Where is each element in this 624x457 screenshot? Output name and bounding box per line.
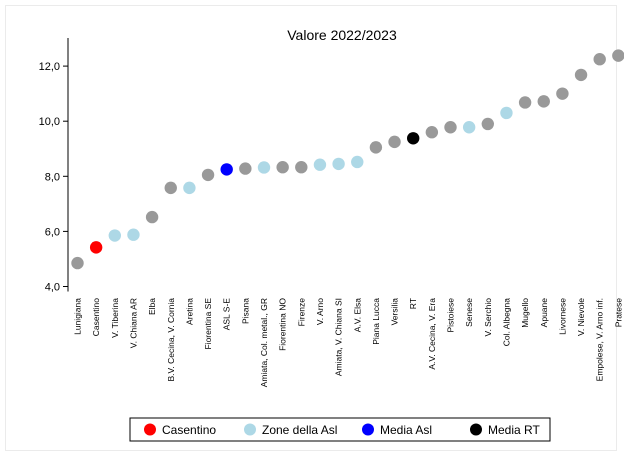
data-point — [462, 121, 476, 134]
data-point — [444, 121, 457, 134]
data-points — [71, 49, 624, 270]
category-label: Fiorentina NO — [278, 298, 288, 351]
legend-label: Media RT — [488, 423, 540, 437]
y-tick-label: 6,0 — [45, 226, 60, 238]
data-point — [332, 157, 345, 171]
legend-marker — [362, 423, 374, 436]
chart-frame — [5, 5, 617, 451]
category-labels: Lunigiana Casentino V. Tiberina V. Chiana A… — [73, 298, 624, 388]
legend: Casentino Zone della Asl Media Asl Media RT — [129, 417, 551, 442]
legend-marker — [144, 423, 156, 436]
category-label: V. Chiana AR — [128, 298, 138, 348]
y-axis: 4,0 6,0 8,0 10,0 12,0 — [39, 38, 69, 294]
y-tick-label: 8,0 — [45, 171, 60, 183]
data-point — [127, 228, 140, 241]
category-label: V. Nievole — [576, 298, 586, 336]
legend-label: Casentino — [162, 423, 216, 437]
category-label: A.V. Elsa — [352, 298, 362, 332]
data-point — [220, 163, 233, 176]
data-point — [500, 106, 513, 120]
data-point — [145, 210, 159, 224]
category-label: Versilia — [390, 298, 400, 326]
category-label: ASL S-E — [222, 298, 232, 331]
data-point — [574, 68, 588, 82]
category-label: Pistoiese — [446, 298, 456, 333]
chart-title: Valore 2022/2023 — [287, 27, 397, 43]
category-label: Col. Albegna — [501, 298, 511, 346]
legend-box — [129, 417, 551, 442]
category-label: V. Arno — [315, 298, 325, 325]
y-tick-label: 10,0 — [39, 116, 60, 128]
data-point — [239, 162, 252, 175]
data-point — [295, 161, 308, 174]
category-label: V. Serchio — [483, 298, 493, 337]
category-label: Empolese, V. Arno inf. — [595, 298, 605, 381]
legend-marker — [470, 423, 482, 436]
category-label: B.V. Cecina, V. Cornia — [166, 298, 176, 382]
category-label: A.V. Cecina, V. Era — [427, 298, 437, 370]
category-label: Lunigiana — [73, 298, 83, 335]
data-point — [425, 126, 439, 139]
data-point — [257, 161, 271, 174]
category-label: Aretina — [184, 298, 194, 325]
legend-label: Media Asl — [380, 423, 432, 437]
data-point — [71, 256, 84, 270]
data-point — [369, 141, 383, 154]
data-point — [612, 49, 624, 62]
data-point — [108, 229, 122, 242]
category-label: Amiata, V. Chiana SI — [334, 298, 344, 376]
data-point — [276, 161, 289, 174]
category-label: Mugello — [520, 298, 530, 328]
data-point — [351, 155, 364, 169]
category-label: Piana Lucca — [371, 298, 381, 345]
category-label: Pratese — [613, 298, 623, 328]
data-point — [388, 135, 401, 149]
category-label: RT — [408, 298, 418, 309]
data-point — [407, 132, 420, 145]
category-label: Casentino — [91, 298, 101, 337]
category-label: Fiorentina SE — [203, 298, 213, 350]
y-tick-label: 12,0 — [39, 61, 60, 73]
data-point — [481, 117, 494, 131]
category-label: Apuane — [539, 298, 549, 328]
data-point — [537, 95, 550, 108]
category-label: V. Tiberina — [110, 298, 120, 338]
legend-label: Zone della Asl — [262, 423, 337, 437]
data-point — [556, 87, 569, 100]
data-point — [164, 181, 177, 195]
category-label: Firenze — [296, 298, 306, 327]
data-point — [201, 168, 215, 182]
data-point — [89, 241, 103, 254]
data-point — [518, 96, 532, 109]
data-point — [183, 181, 196, 195]
legend-marker — [244, 423, 256, 436]
category-label: Livornese — [557, 298, 567, 335]
category-label: Amiata, Col. metal., GR — [259, 298, 269, 387]
y-tick-label: 4,0 — [45, 282, 60, 294]
category-label: Elba — [147, 298, 157, 315]
category-label: Senese — [464, 298, 474, 327]
category-label: Pisana — [240, 298, 250, 324]
data-point — [593, 53, 606, 66]
data-point — [313, 158, 327, 171]
